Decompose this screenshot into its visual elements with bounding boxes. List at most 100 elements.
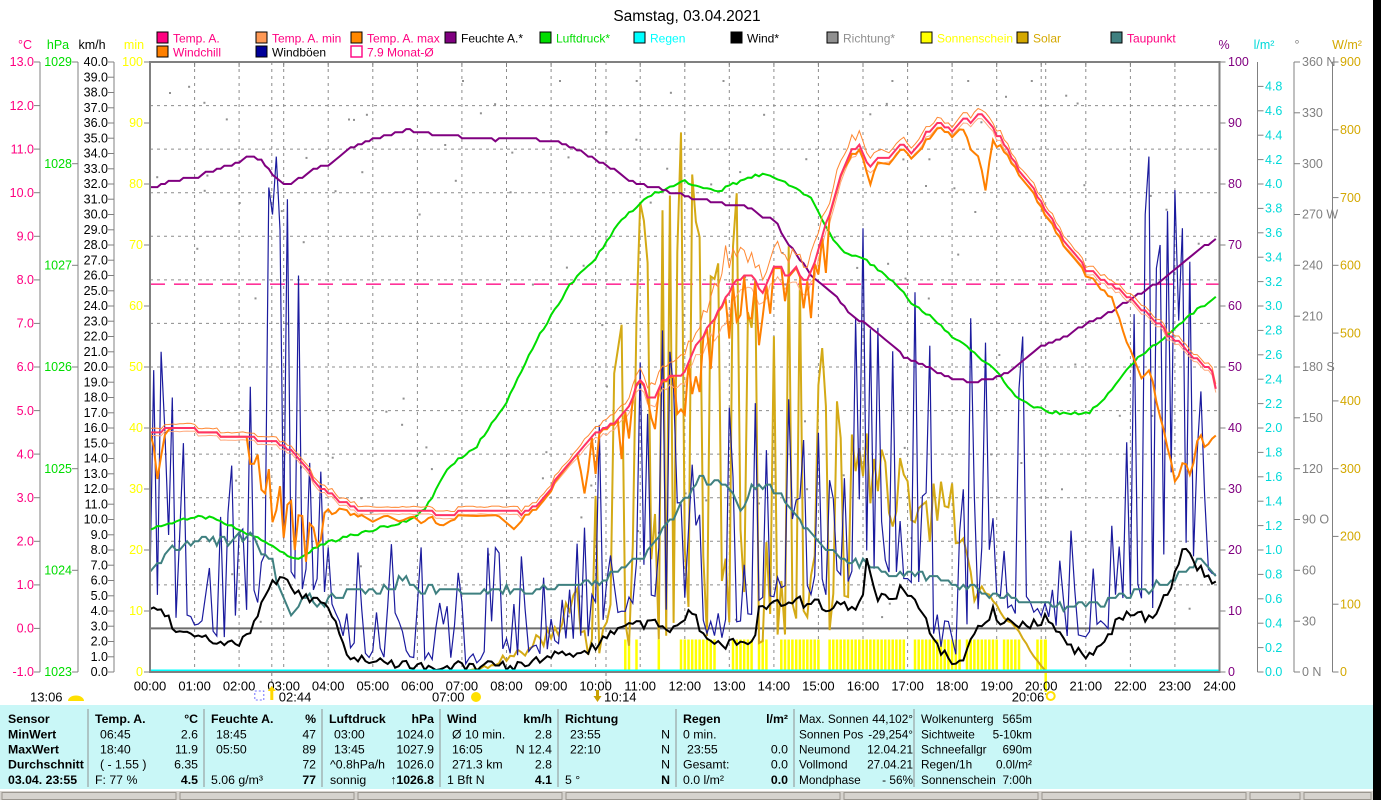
svg-text:Taupunkt: Taupunkt xyxy=(1127,32,1176,46)
svg-text:km/h: km/h xyxy=(78,38,105,52)
svg-text:2.8: 2.8 xyxy=(1265,324,1282,338)
svg-text:900: 900 xyxy=(1340,55,1361,69)
svg-text:%: % xyxy=(1218,38,1229,52)
svg-text:Vollmond: Vollmond xyxy=(799,758,848,772)
svg-text:0.0: 0.0 xyxy=(1265,665,1282,679)
svg-text:700: 700 xyxy=(1340,191,1361,205)
svg-text:18.0: 18.0 xyxy=(84,391,108,405)
svg-text:l/m²: l/m² xyxy=(1254,38,1275,52)
svg-text:8.0: 8.0 xyxy=(17,273,34,287)
svg-text:09:00: 09:00 xyxy=(535,679,568,694)
svg-text:3.2: 3.2 xyxy=(1265,275,1282,289)
svg-text:21.0: 21.0 xyxy=(84,345,108,359)
svg-text:271.3 km: 271.3 km xyxy=(452,758,503,772)
svg-text:100: 100 xyxy=(1228,55,1249,69)
svg-text:18:45: 18:45 xyxy=(216,728,247,742)
svg-text:8.0: 8.0 xyxy=(91,543,108,557)
svg-text:12.04.21: 12.04.21 xyxy=(867,743,913,757)
svg-text:Sonnenschein: Sonnenschein xyxy=(921,773,996,787)
svg-text:W/m²: W/m² xyxy=(1332,38,1362,52)
svg-text:6.0: 6.0 xyxy=(17,360,34,374)
svg-text:70: 70 xyxy=(1228,238,1242,252)
svg-text:11.0: 11.0 xyxy=(11,142,34,156)
svg-text:0.0: 0.0 xyxy=(17,622,34,636)
svg-text:21:00: 21:00 xyxy=(1070,679,1103,694)
svg-text:60: 60 xyxy=(1228,299,1242,313)
svg-text:Feuchte A.*: Feuchte A.* xyxy=(461,32,523,46)
svg-text:- 56%: - 56% xyxy=(882,773,913,787)
svg-text:2.8: 2.8 xyxy=(535,728,552,742)
svg-text:1024: 1024 xyxy=(44,564,72,578)
svg-text:1025: 1025 xyxy=(44,462,72,476)
svg-text:N: N xyxy=(661,758,670,772)
svg-text:7.9 Monat-Ø: 7.9 Monat-Ø xyxy=(367,46,434,60)
svg-text:19:00: 19:00 xyxy=(980,679,1013,694)
svg-text:N 12.4: N 12.4 xyxy=(516,743,552,757)
svg-text:270 W: 270 W xyxy=(1302,208,1338,222)
svg-text:03:00: 03:00 xyxy=(267,679,300,694)
svg-text:80: 80 xyxy=(1228,177,1242,191)
svg-text:13.0: 13.0 xyxy=(10,55,34,69)
svg-text:Richtung: Richtung xyxy=(565,712,618,726)
svg-text:1.2: 1.2 xyxy=(1265,519,1282,533)
svg-text:40.0: 40.0 xyxy=(84,55,108,69)
svg-text:90: 90 xyxy=(129,116,143,130)
svg-text:Feuchte A.: Feuchte A. xyxy=(211,712,273,726)
svg-text:4.1: 4.1 xyxy=(535,773,552,787)
svg-text:1027: 1027 xyxy=(44,259,72,273)
svg-text:Luftdruck*: Luftdruck* xyxy=(556,32,610,46)
svg-text:12.0: 12.0 xyxy=(84,482,108,496)
svg-text:800: 800 xyxy=(1340,123,1361,137)
svg-text:↑1026.8: ↑1026.8 xyxy=(390,773,434,787)
svg-text:10:00: 10:00 xyxy=(579,679,612,694)
svg-text:( - 1.55 ): ( - 1.55 ) xyxy=(100,758,146,772)
svg-text:210: 210 xyxy=(1302,309,1323,323)
svg-text:15.0: 15.0 xyxy=(84,436,108,450)
svg-text:5.0: 5.0 xyxy=(91,589,108,603)
svg-text:00:00: 00:00 xyxy=(134,679,167,694)
svg-text:27.04.21: 27.04.21 xyxy=(867,758,913,772)
svg-text:22.0: 22.0 xyxy=(84,330,108,344)
svg-text:13:06: 13:06 xyxy=(30,690,63,705)
svg-text:^0.8hPa/h: ^0.8hPa/h xyxy=(330,758,385,772)
svg-text:18:40: 18:40 xyxy=(100,743,131,757)
svg-text:Richtung*: Richtung* xyxy=(843,32,895,46)
svg-text:600: 600 xyxy=(1340,259,1361,273)
svg-text:16.0: 16.0 xyxy=(84,421,108,435)
svg-text:1.0: 1.0 xyxy=(1265,543,1282,557)
svg-text:4.2: 4.2 xyxy=(1265,153,1282,167)
svg-text:Temp. A.: Temp. A. xyxy=(173,32,220,46)
svg-text:12:00: 12:00 xyxy=(669,679,702,694)
svg-text:100: 100 xyxy=(122,55,143,69)
svg-text:0.0 l/m²: 0.0 l/m² xyxy=(683,773,724,787)
svg-text:565m: 565m xyxy=(1002,712,1032,726)
svg-text:1.8: 1.8 xyxy=(1265,446,1282,460)
svg-text:3.8: 3.8 xyxy=(1265,202,1282,216)
svg-text:9.0: 9.0 xyxy=(91,528,108,542)
svg-text:1.0: 1.0 xyxy=(17,578,34,592)
svg-text:08:00: 08:00 xyxy=(490,679,523,694)
svg-text:Wolkenunterg: Wolkenunterg xyxy=(921,712,994,726)
svg-text:12.0: 12.0 xyxy=(10,99,34,113)
svg-text:10: 10 xyxy=(1228,604,1242,618)
svg-text:0.0: 0.0 xyxy=(771,758,788,772)
svg-text:16:00: 16:00 xyxy=(847,679,880,694)
svg-text:22:00: 22:00 xyxy=(1114,679,1147,694)
svg-text:29.0: 29.0 xyxy=(84,223,108,237)
svg-text:Mondphase: Mondphase xyxy=(799,773,861,787)
svg-text:10: 10 xyxy=(129,604,143,618)
svg-text:6.0: 6.0 xyxy=(91,574,108,588)
svg-text:2.2: 2.2 xyxy=(1265,397,1282,411)
svg-text:28.0: 28.0 xyxy=(84,238,108,252)
svg-text:3.4: 3.4 xyxy=(1265,250,1282,264)
svg-text:Sonnenschein: Sonnenschein xyxy=(937,32,1013,46)
svg-text:Regen/1h: Regen/1h xyxy=(921,758,972,772)
svg-text:72: 72 xyxy=(302,758,316,772)
svg-text:05:00: 05:00 xyxy=(357,679,390,694)
svg-text:150: 150 xyxy=(1302,411,1323,425)
svg-text:300: 300 xyxy=(1340,462,1361,476)
svg-text:50: 50 xyxy=(129,360,143,374)
svg-text:0.2: 0.2 xyxy=(1265,641,1282,655)
svg-text:0: 0 xyxy=(136,665,143,679)
svg-text:27.0: 27.0 xyxy=(84,253,108,267)
